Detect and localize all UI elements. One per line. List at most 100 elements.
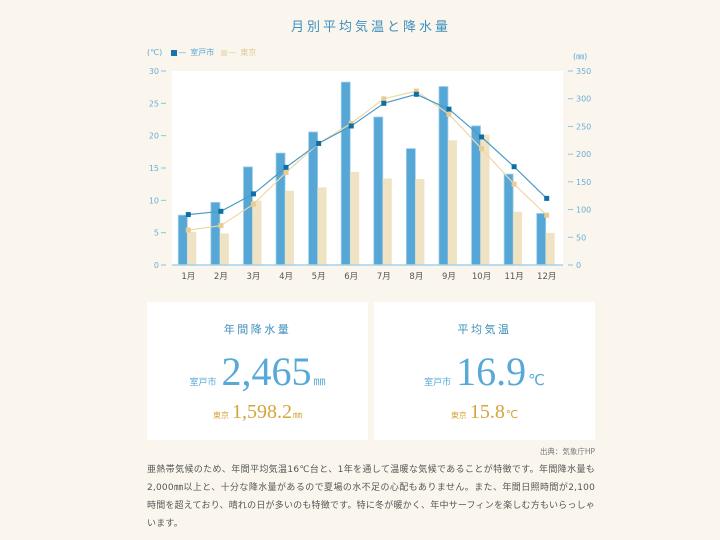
bar: [405, 148, 416, 266]
line-marker: [250, 191, 256, 197]
temperature-line: [188, 93, 548, 216]
x-tick-label: 9月: [442, 272, 456, 282]
bar: [219, 233, 229, 265]
line-marker: [218, 208, 224, 214]
left-axis-unit: (℃): [147, 48, 163, 57]
x-tick-label: 2月: [214, 272, 228, 282]
bar: [503, 173, 514, 266]
y-right-tick-label: 300: [576, 95, 591, 104]
y-left-tick-label: 20: [149, 132, 159, 141]
climate-description: 亜熱帯気候のため、年間平均気温16℃台と、1年を通して温暖な気候であることが特徴…: [147, 465, 595, 529]
y-right-tick-label: 350: [576, 67, 591, 76]
line-series: [185, 88, 550, 233]
y-right-tick-label: 100: [576, 206, 591, 215]
bar: [447, 140, 457, 265]
y-left-tick-label: 10: [149, 196, 159, 205]
line-marker: [511, 164, 517, 170]
stat-value: 1,598.2: [231, 401, 292, 423]
bar: [373, 116, 384, 266]
legend-dash: —: [228, 48, 237, 57]
x-tick-label: 6月: [344, 272, 358, 282]
line-marker: [218, 223, 224, 229]
stat-city-label: 室戸市: [424, 378, 452, 388]
line-marker: [413, 91, 419, 97]
legend-item-tokyo: — 東京: [221, 48, 256, 58]
stat-value: 2,465: [221, 349, 312, 394]
line-marker: [316, 140, 322, 146]
stat-unit: ℃: [528, 371, 545, 389]
line-marker: [511, 181, 517, 187]
bar-series: [187, 134, 555, 265]
line-marker: [185, 212, 191, 218]
x-tick-label: 8月: [409, 272, 423, 282]
x-tick-label: 7月: [377, 272, 391, 282]
card-title: 年間降水量: [223, 323, 292, 336]
right-axis-unit: (㎜): [573, 52, 588, 61]
plot-area: [172, 71, 563, 265]
stat-city-label: 東京: [450, 411, 467, 420]
y-right-tick-label: 150: [576, 178, 591, 187]
x-tick-label: 12月: [537, 272, 556, 282]
line-marker: [381, 96, 387, 102]
chart-title: 月別平均気温と降水量: [290, 20, 451, 35]
stat-unit: ㎜: [313, 374, 326, 388]
legend-label: 東京: [240, 48, 257, 57]
bar: [308, 131, 319, 266]
x-tick-label: 11月: [504, 272, 523, 282]
card-title: 平均気温: [457, 323, 512, 336]
line-marker: [479, 134, 485, 140]
stat-value: 16.9: [456, 349, 527, 394]
line-marker: [544, 195, 550, 201]
chart-legend: (℃) — 室戸市 — 東京: [147, 48, 263, 58]
stat-unit: ℃: [505, 408, 519, 421]
bar: [317, 187, 327, 265]
y-left-tick-label: 0: [154, 261, 159, 270]
line-marker: [283, 164, 289, 170]
bar: [480, 134, 490, 265]
bar: [513, 211, 523, 265]
bar: [536, 213, 547, 266]
y-left-tick-label: 15: [149, 164, 159, 173]
stat-value: 15.8: [469, 401, 505, 423]
legend-dash: —: [178, 48, 187, 57]
secondary-stat-row: 東京 1,598.2 ㎜: [147, 402, 368, 422]
line-marker: [446, 106, 452, 112]
line-marker: [348, 120, 354, 126]
y-right-tick-label: 250: [576, 122, 591, 131]
line-marker: [283, 170, 289, 176]
line-series: [185, 91, 550, 218]
y-left-tick-label: 30: [149, 67, 159, 76]
line-marker: [348, 123, 354, 129]
x-tick-label: 5月: [312, 272, 326, 282]
line-marker: [185, 227, 191, 233]
line-marker: [381, 100, 387, 106]
line-marker: [544, 212, 550, 218]
average-temperature-card: 平均気温 室戸市 16.9 ℃ 東京 15.8 ℃: [374, 302, 595, 440]
bar: [340, 81, 351, 266]
temperature-line: [188, 90, 548, 231]
bar: [243, 166, 253, 266]
legend-square-icon: [221, 50, 228, 56]
bar: [382, 178, 392, 265]
y-left-tick-label: 5: [154, 229, 159, 238]
bar: [545, 232, 555, 265]
line-marker: [479, 146, 485, 152]
x-tick-label: 10月: [472, 272, 491, 282]
line-marker: [250, 201, 256, 207]
y-right-tick-label: 0: [576, 261, 581, 270]
stat-unit: ㎜: [292, 411, 302, 421]
x-tick-label: 4月: [279, 272, 293, 282]
bar: [285, 190, 295, 265]
secondary-stat-row: 東京 15.8 ℃: [374, 402, 595, 422]
legend-label: 室戸市: [190, 48, 215, 57]
y-left-tick-label: 25: [149, 99, 159, 108]
bar: [350, 171, 360, 265]
line-marker: [446, 111, 452, 117]
bar: [187, 231, 197, 265]
annual-precipitation-card: 年間降水量 室戸市 2,465 ㎜ 東京 1,598.2 ㎜: [147, 302, 368, 440]
primary-stat-row: 室戸市 16.9 ℃: [374, 352, 595, 392]
y-right-tick-label: 50: [576, 233, 586, 242]
legend-square-icon: [171, 50, 178, 56]
bar: [252, 200, 262, 265]
